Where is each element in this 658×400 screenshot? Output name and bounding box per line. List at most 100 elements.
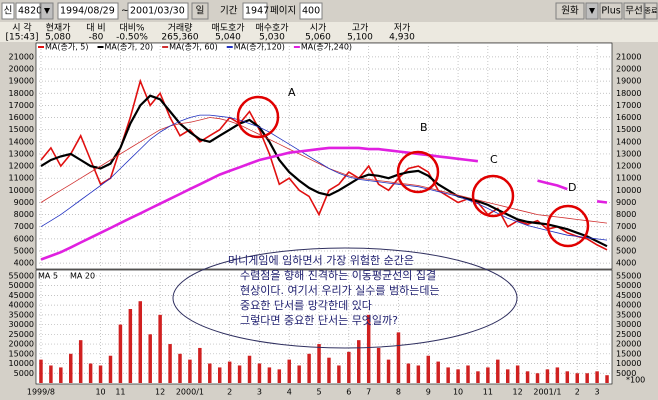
y-tick-label: 14000	[9, 137, 34, 146]
volume-bar	[386, 359, 391, 383]
ma-line	[40, 94, 608, 248]
x-tick-label: 11	[115, 388, 125, 397]
page-input[interactable]	[299, 2, 323, 20]
y-tick-label: 11000	[9, 174, 34, 183]
unit-button[interactable]	[191, 2, 209, 20]
volume-tick-label: 25000	[9, 330, 34, 339]
volume-bar	[108, 355, 113, 383]
x-tick-label: 1999/8	[27, 388, 55, 397]
volume-unit: *100	[626, 376, 645, 385]
annotation: A	[288, 86, 296, 99]
quote-label: 고가	[352, 23, 369, 34]
y-tick-label-right: 13000	[616, 149, 641, 158]
plus-button[interactable]	[599, 2, 623, 20]
volume-tick-label: 30000	[9, 320, 34, 329]
y-tick-label-right: 9000	[616, 198, 636, 207]
volume-bar	[535, 373, 540, 383]
volume-bar	[466, 365, 470, 383]
y-tick-label-right: 21000	[616, 52, 641, 61]
volume-bar	[416, 365, 421, 383]
volume-bar	[396, 332, 401, 383]
quote-value: -80	[89, 33, 104, 43]
volume-bar	[327, 357, 331, 383]
x-tick-label: 7	[366, 388, 371, 397]
volume-tick-label-right: 30000	[616, 320, 641, 329]
volume-bar	[237, 365, 242, 383]
y-tick-label: 9000	[14, 198, 34, 207]
volume-tick-label-right: 10000	[616, 359, 641, 368]
volume-tick-label: 35000	[9, 310, 34, 319]
volume-bar	[198, 347, 202, 383]
market: 신	[4, 6, 13, 17]
market-box	[1, 2, 15, 20]
y-tick-label: 20000	[9, 64, 34, 73]
x-tick-label: 3	[257, 388, 262, 397]
volume-bar	[297, 365, 301, 383]
y-tick-label: 12000	[9, 162, 34, 171]
volume-bar	[267, 367, 272, 383]
arrow-icon	[44, 8, 50, 14]
highlight-circle	[471, 174, 515, 218]
page: 400	[302, 6, 320, 17]
note-line: 그렇다면 중요한 단서는 무엇일까?	[240, 313, 398, 327]
volume-bar	[337, 365, 341, 383]
volume-tick-label: 45000	[9, 291, 34, 300]
volume-bar	[277, 369, 282, 383]
exit-button[interactable]	[644, 2, 658, 20]
y-tick-label-right: 7000	[616, 222, 636, 231]
volume-bar	[456, 369, 460, 383]
currency-button[interactable]	[555, 2, 585, 20]
end-input[interactable]	[127, 2, 189, 20]
y-tick-label: 7000	[14, 222, 34, 231]
volume-bar	[247, 355, 252, 383]
annotation: B	[420, 121, 428, 134]
y-tick-label-right: 15000	[616, 125, 641, 134]
y-tick-label: 21000	[9, 52, 34, 61]
code-input[interactable]	[15, 2, 41, 20]
volume-bar	[515, 365, 520, 383]
legend-label: MA(종가,240)	[301, 43, 352, 52]
y-tick-label-right: 14000	[616, 137, 641, 146]
volume-bar	[69, 353, 73, 383]
quote-label: 시 각	[12, 22, 31, 34]
x-tick-label: 2	[227, 388, 232, 397]
period-input[interactable]	[242, 2, 268, 20]
volume-bar	[88, 363, 93, 383]
wireless-button[interactable]	[623, 2, 645, 20]
y-tick-label-right: 6000	[616, 234, 636, 243]
y-tick-label-right: 12000	[616, 162, 641, 171]
volume-bar	[49, 365, 53, 383]
volume-bar	[39, 359, 43, 383]
period: 1947	[245, 6, 269, 17]
x-tick-label: 11	[483, 388, 493, 397]
volume-bar	[366, 314, 371, 383]
quote-value: 5,060	[305, 33, 331, 43]
ma-line	[40, 78, 608, 251]
legend-label: MA(종가, 5)	[45, 43, 89, 52]
start-input[interactable]	[57, 2, 119, 20]
legend-label: MA(종가,120)	[234, 43, 285, 52]
quote-label: 매도호가	[211, 23, 244, 34]
volume-tick-label-right: 20000	[616, 340, 641, 349]
x-tick-label: 12	[155, 388, 165, 397]
y-tick-label: 16000	[9, 113, 34, 122]
volume-bar	[217, 367, 222, 383]
page-label: 페이지	[270, 6, 296, 17]
volume-tick-label: 40000	[9, 301, 34, 310]
volume-bar	[406, 363, 411, 383]
period-unit: 일	[196, 6, 205, 17]
volume-bar	[476, 371, 480, 383]
y-tick-label: 4000	[14, 259, 34, 268]
x-tick-label: 10	[453, 388, 463, 397]
quote-value: -0.50%	[116, 33, 148, 43]
volume-tick-label-right: 25000	[616, 330, 641, 339]
volume-bar	[188, 359, 192, 383]
volume-tick-label: 5000	[14, 369, 34, 378]
y-tick-label-right: 16000	[616, 113, 641, 122]
volume-bar	[257, 363, 262, 383]
annotation: C	[490, 153, 498, 166]
quote-value: 4,930	[389, 33, 415, 43]
exit: 종료	[645, 7, 658, 15]
quote-label: 거래량	[168, 22, 193, 34]
